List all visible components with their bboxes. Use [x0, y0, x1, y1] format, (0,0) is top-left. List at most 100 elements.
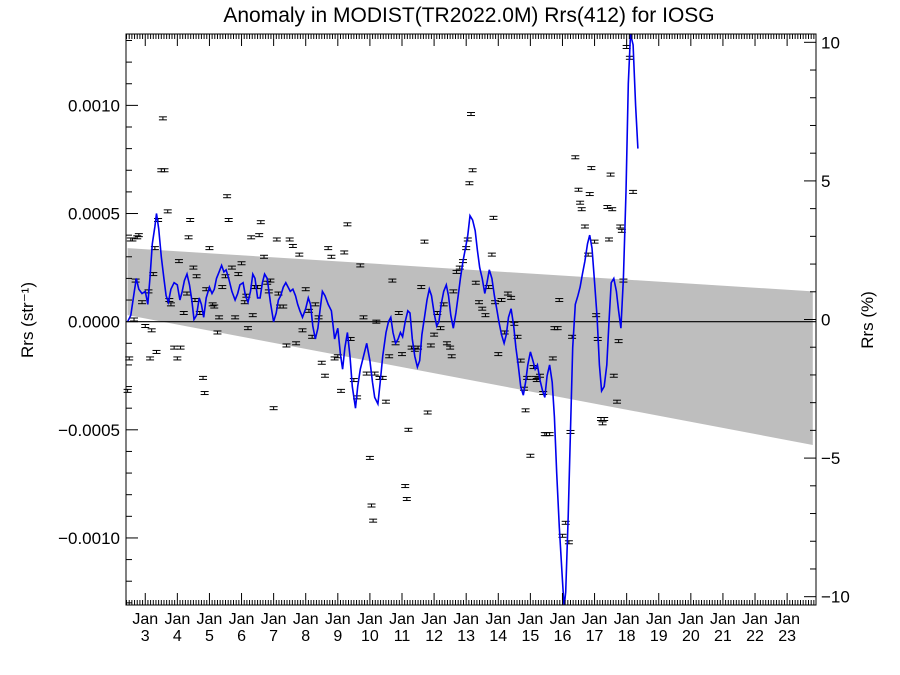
- data-point: [605, 237, 613, 242]
- data-point: [199, 375, 208, 380]
- data-point: [282, 343, 291, 348]
- data-point: [227, 265, 236, 270]
- x-tick-year-label: 3: [141, 628, 150, 645]
- data-point: [160, 168, 169, 173]
- x-tick-year-label: 13: [457, 628, 475, 645]
- data-point: [320, 373, 329, 378]
- x-tick-month-label: Jan: [517, 611, 543, 628]
- x-tick-year-label: 14: [489, 628, 507, 645]
- plot-area: 0.0010 0.0005 0.0000 −0.0005 −0.0010 10 5 0 −5 −1…: [58, 33, 850, 645]
- right-tick-label: 0: [821, 311, 830, 330]
- data-point: [173, 356, 182, 361]
- x-tick-month-label: Jan: [485, 611, 511, 628]
- data-point: [298, 328, 307, 333]
- data-point: [158, 116, 167, 121]
- data-point: [404, 427, 413, 432]
- smoothed-series-line: [126, 34, 639, 605]
- right-tick-label: 10: [821, 33, 840, 52]
- data-point: [447, 354, 456, 359]
- data-point: [184, 235, 193, 240]
- data-point: [398, 352, 406, 357]
- data-point: [163, 209, 172, 214]
- data-point: [123, 388, 132, 393]
- data-point: [237, 261, 246, 266]
- data-point: [317, 360, 326, 365]
- data-point: [272, 237, 281, 242]
- data-point: [234, 272, 243, 277]
- x-tick-month-label: Jan: [646, 611, 672, 628]
- data-point: [475, 300, 484, 305]
- x-tick-month-label: Jan: [678, 611, 704, 628]
- data-point: [553, 326, 562, 331]
- x-tick-year-label: 10: [361, 628, 379, 645]
- data-point: [548, 356, 557, 361]
- data-point: [362, 371, 371, 376]
- data-point: [340, 250, 349, 255]
- data-point: [134, 233, 143, 238]
- x-tick-year-label: 16: [554, 628, 572, 645]
- x-tick-month-label: Jan: [582, 611, 608, 628]
- data-point: [497, 298, 506, 303]
- data-point: [247, 235, 256, 240]
- data-point: [401, 484, 410, 489]
- data-point: [369, 518, 378, 523]
- data-point: [423, 410, 432, 415]
- data-point: [210, 304, 219, 309]
- x-tick-month-label: Jan: [229, 611, 255, 628]
- data-point: [218, 285, 227, 290]
- data-point: [507, 295, 516, 300]
- data-point: [430, 332, 439, 337]
- data-point: [385, 354, 394, 359]
- data-point: [598, 421, 607, 426]
- x-tick-month-label: Jan: [293, 611, 319, 628]
- data-point: [311, 302, 320, 307]
- left-tick-label: −0.0010: [58, 529, 120, 548]
- x-tick-month-label: Jan: [389, 611, 415, 628]
- data-point: [269, 406, 278, 411]
- data-point: [394, 311, 403, 316]
- data-point: [205, 246, 214, 251]
- data-point: [526, 453, 535, 458]
- data-point: [587, 166, 596, 171]
- x-tick-month-label: Jan: [197, 611, 223, 628]
- data-point: [574, 187, 583, 192]
- data-point: [147, 328, 156, 333]
- data-point: [600, 416, 609, 421]
- data-point: [608, 207, 617, 212]
- data-point: [327, 254, 336, 259]
- data-point: [176, 345, 185, 350]
- x-tick-month-label: Jan: [710, 611, 736, 628]
- data-point: [614, 339, 623, 344]
- data-point: [279, 304, 288, 309]
- left-y-axis-label: Rrs (str⁻¹): [18, 282, 37, 358]
- data-point: [255, 233, 264, 238]
- data-point: [365, 455, 374, 460]
- data-point: [388, 278, 397, 283]
- data-point: [343, 222, 352, 227]
- data-point: [568, 334, 577, 339]
- x-tick-year-label: 9: [333, 628, 342, 645]
- x-tick-month-label: Jan: [132, 611, 158, 628]
- data-point: [616, 224, 625, 229]
- x-tick-month-label: Jan: [164, 611, 190, 628]
- data-point: [359, 315, 368, 320]
- x-tick-year-label: 20: [682, 628, 700, 645]
- right-tick-label: −10: [821, 588, 850, 607]
- data-point: [452, 269, 461, 274]
- data-point: [295, 252, 304, 257]
- left-tick-label: 0.0005: [68, 205, 120, 224]
- data-point: [215, 315, 224, 320]
- data-point: [189, 265, 198, 270]
- x-tick-month-label: Jan: [774, 611, 800, 628]
- x-tick-month-label: Jan: [325, 611, 351, 628]
- data-point: [285, 237, 294, 242]
- data-point: [152, 349, 161, 354]
- x-tick-month-label: Jan: [421, 611, 447, 628]
- uncertainty-band: [127, 248, 813, 445]
- right-tick-label: −5: [821, 449, 840, 468]
- data-point: [292, 341, 301, 346]
- x-tick-month-label: Jan: [357, 611, 383, 628]
- x-tick-year-label: 17: [586, 628, 604, 645]
- data-point: [555, 298, 564, 303]
- data-point: [417, 285, 426, 290]
